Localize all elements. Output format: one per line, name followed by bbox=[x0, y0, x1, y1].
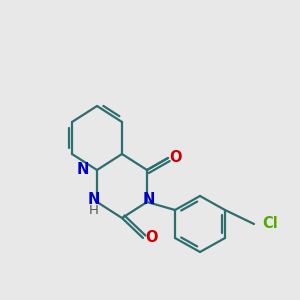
Text: N: N bbox=[143, 191, 155, 206]
Text: O: O bbox=[146, 230, 158, 245]
Text: H: H bbox=[89, 205, 99, 218]
Text: O: O bbox=[170, 151, 182, 166]
Text: N: N bbox=[88, 193, 100, 208]
Text: N: N bbox=[77, 163, 89, 178]
Text: Cl: Cl bbox=[262, 217, 278, 232]
